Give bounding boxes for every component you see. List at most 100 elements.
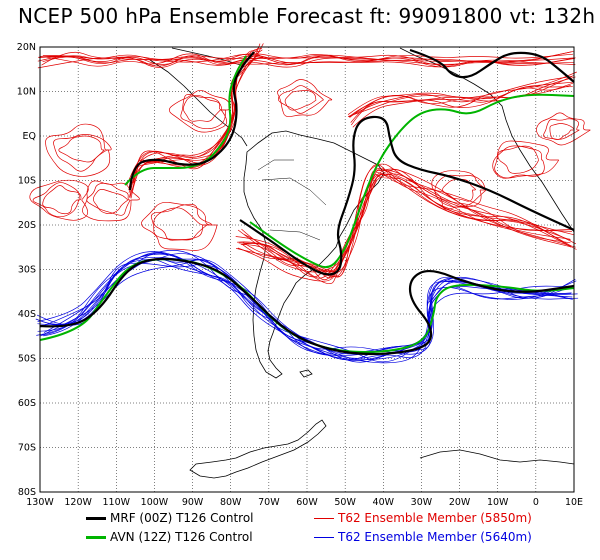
blue-ensemble-line (37, 256, 572, 357)
lat-label: 70S (18, 443, 36, 454)
red-ensemble-blob (150, 203, 212, 240)
red-ensemble-blob (153, 207, 208, 241)
red-ensemble-blob (494, 140, 560, 179)
red-ensemble-blob (434, 174, 487, 208)
red-ensemble-line (241, 168, 571, 284)
red-ensemble-blob (277, 85, 324, 114)
legend-label-mrf: MRF (00Z) T126 Control (110, 511, 254, 525)
red-ensemble-line (37, 53, 574, 68)
lon-label: 120W (64, 497, 92, 508)
black-mrf-contours (39, 48, 575, 356)
lat-label: EQ (23, 131, 36, 142)
lat-label: 20N (17, 42, 36, 53)
red-ensemble-blob (93, 189, 129, 215)
red-ensemble-blob (29, 179, 89, 221)
lat-label: 30S (18, 265, 36, 276)
lon-label: 10E (565, 497, 583, 508)
red-ensemble-line (132, 54, 259, 182)
blue-ensemble-line (39, 253, 577, 355)
red-ensemble-blob (183, 95, 223, 122)
red-ensemble-line (37, 50, 574, 69)
red-ensemble-blob (431, 170, 487, 210)
lat-label: 60S (18, 398, 36, 409)
lon-label: 50W (334, 497, 356, 508)
lat-label: 40S (18, 309, 36, 320)
longitude-labels: 130W 120W 110W 100W 90W 80W 70W 60W 50W 40W 30W 20W… (26, 497, 583, 508)
chart-title: NCEP 500 hPa Ensemble Forecast ft: 99091… (18, 4, 596, 28)
legend-label-ens-5640: T62 Ensemble Member (5640m) (338, 530, 532, 544)
mrf-line-tropics-east (239, 115, 575, 276)
red-ensemble-line (350, 76, 573, 123)
red-ensemble-line (132, 48, 262, 191)
antarctica-coast-east (419, 449, 575, 465)
antarctica-coast (189, 419, 327, 479)
south-america-coast (243, 130, 385, 379)
red-ensemble-blob (536, 112, 591, 146)
mrf-line-south (39, 257, 575, 356)
central-america-coast (149, 59, 248, 147)
red-ensemble-blob (82, 180, 140, 222)
red-ensemble-line (236, 174, 575, 273)
caribbean-coast (171, 47, 245, 67)
red-ensemble-blob (284, 90, 317, 111)
red-ensemble-line (238, 173, 572, 279)
red-ensemble-line (237, 170, 572, 282)
legend-ens-5850: T62 Ensemble Member (5850m) (314, 511, 532, 525)
lon-label: 20W (449, 497, 471, 508)
red-ensemble-line (349, 71, 577, 118)
red-ensemble-line (42, 54, 575, 68)
red-ensemble-line (243, 174, 572, 279)
legend-swatch-mrf (86, 517, 106, 520)
lon-label: 40W (373, 497, 395, 508)
africa-coast (399, 47, 575, 233)
legend-avn: AVN (12Z) T126 Control (86, 530, 253, 544)
lon-label: 30W (411, 497, 433, 508)
red-ensemble-blob (53, 134, 112, 172)
lon-label: 60W (296, 497, 318, 508)
legend-ens-5640: T62 Ensemble Member (5640m) (314, 530, 532, 544)
red-ensemble-blob (86, 182, 131, 216)
red-ensemble-blob (141, 201, 218, 251)
red-ensemble-line (241, 168, 571, 278)
red-ensemble-blob (543, 118, 580, 140)
red-ensemble-line (42, 51, 572, 63)
lon-label: 0 (533, 497, 539, 508)
legend-mrf: MRF (00Z) T126 Control (86, 511, 254, 525)
legend-swatch-ens-5640 (314, 537, 334, 538)
lat-label: 80S (18, 487, 36, 498)
plot-frame (39, 46, 575, 493)
avn-line-tropics-west (124, 55, 247, 186)
blue-ensemble-line (35, 252, 573, 355)
red-ensemble-line (351, 86, 573, 126)
legend-swatch-avn (86, 536, 106, 539)
red-ensemble-line (352, 84, 571, 128)
red-ensemble-blob (180, 94, 226, 130)
lon-label: 130W (26, 497, 54, 508)
red-ensemble-line (133, 57, 261, 183)
legend-swatch-ens-5850 (314, 518, 334, 519)
mrf-line-tropics-west (128, 51, 255, 191)
red-ensemble-blob (168, 89, 231, 133)
red-ensemble-line (41, 51, 576, 67)
country-borders (257, 159, 327, 261)
red-ensemble-blob (32, 182, 80, 218)
red-ensemble-blob (42, 185, 82, 215)
red-ensemble-contours (29, 43, 591, 284)
mrf-line-north (409, 48, 575, 83)
red-ensemble-line (347, 76, 576, 115)
lon-label: 100W (141, 497, 169, 508)
lat-label: 50S (18, 354, 36, 365)
red-ensemble-line (39, 53, 576, 67)
lon-label: 90W (182, 497, 204, 508)
latitude-labels: 20N 10N EQ 10S 20S 30S 40S 50S 60S 70S 80S (17, 42, 36, 498)
legend-label-avn: AVN (12Z) T126 Control (110, 530, 253, 544)
lon-label: 10W (487, 497, 509, 508)
red-ensemble-blob (58, 135, 105, 163)
coastlines (149, 47, 575, 479)
lat-label: 10S (18, 176, 36, 187)
red-ensemble-blob (45, 123, 111, 177)
red-ensemble-line (235, 169, 572, 277)
lon-label: 80W (220, 497, 242, 508)
legend-label-ens-5850: T62 Ensemble Member (5850m) (338, 511, 532, 525)
